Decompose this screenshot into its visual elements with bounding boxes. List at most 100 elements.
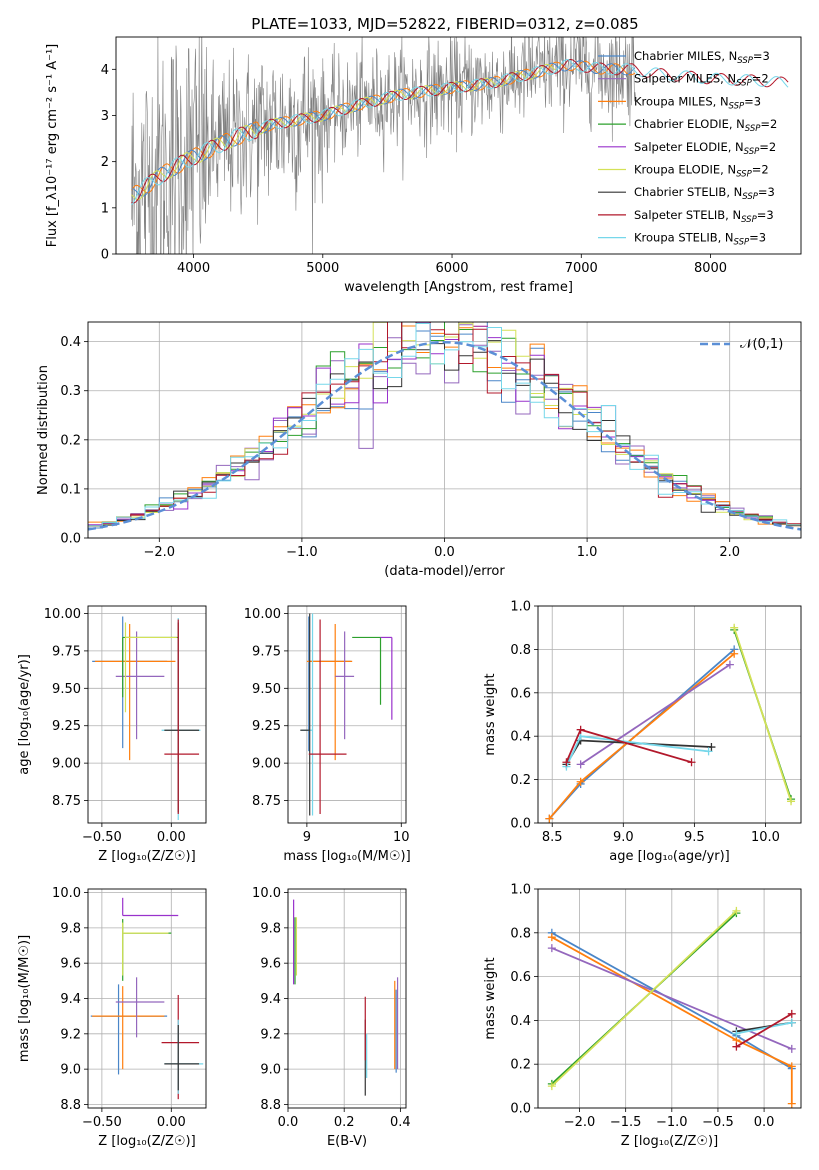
weight-point <box>704 747 713 756</box>
x-axis-label: Z [log₁₀(Z/Z☉)] <box>98 849 195 864</box>
legend-subscript: SSP <box>744 147 760 157</box>
y-tick-label: 8.8 <box>260 1098 281 1113</box>
legend-suffix: =3 <box>757 208 774 222</box>
model-spectrum-line <box>131 59 789 204</box>
x-tick-label: −1.5 <box>610 1115 642 1130</box>
panel-2: −0.50 0.00 8.75 9.00 9.25 9.50 9.75 10.00 Z [log… <box>17 605 207 864</box>
legend-subscript: SSP <box>734 238 750 248</box>
y-tick-label: 9.50 <box>52 682 81 697</box>
y-tick-label: 9.6 <box>260 957 281 972</box>
normal-curve <box>88 340 801 531</box>
x-tick-label: 8.5 <box>542 830 563 845</box>
x-tick-label: 0.0 <box>754 1115 775 1130</box>
y-tick-label: 0.3 <box>60 384 81 399</box>
x-tick-label: −2.0 <box>564 1115 596 1130</box>
axes-frame <box>287 605 407 824</box>
x-tick-label: 0.00 <box>157 830 186 845</box>
weight-point <box>730 623 739 632</box>
legend-subscript: SSP <box>736 170 752 180</box>
weight-point <box>576 777 585 786</box>
weight-point <box>547 933 556 942</box>
legend-subscript: SSP <box>741 215 757 225</box>
weight-point <box>730 649 739 658</box>
legend-label: Salpeter ELODIE, NSSP=2 <box>634 140 776 157</box>
y-tick-label: 9.75 <box>52 644 81 659</box>
legend-suffix: =3 <box>744 94 761 108</box>
x-tick-label: 4000 <box>177 261 210 276</box>
panel-1: −2.0 −1.0 0.0 1.0 2.0 0.0 0.1 0.2 0.3 0.4 (data-mo… <box>36 321 802 579</box>
legend-label: Salpeter STELIB, NSSP=3 <box>634 208 774 225</box>
x-tick-label: −0.50 <box>82 830 122 845</box>
legend-label: 𝒩(0,1) <box>740 337 783 352</box>
y-tick-label: 10.00 <box>44 607 81 622</box>
residual-histogram <box>88 322 801 529</box>
y-tick-label: 0.6 <box>510 686 531 701</box>
legend-subscript: SSP <box>745 124 761 134</box>
weight-point <box>576 760 585 769</box>
weight-point <box>576 725 585 734</box>
weight-point <box>732 1042 741 1051</box>
weight-point <box>787 1018 796 1027</box>
legend-suffix: =3 <box>758 185 775 199</box>
axes-frame <box>87 888 207 1109</box>
weight-point <box>547 1082 556 1091</box>
y-tick-label: 0.1 <box>60 482 81 497</box>
model-spectrum-line <box>131 59 789 206</box>
weight-line <box>548 648 735 820</box>
legend-subscript: SSP <box>729 101 745 111</box>
legend-label: Chabrier ELODIE, NSSP=2 <box>634 117 777 134</box>
x-tick-label: 0.0 <box>434 545 455 560</box>
weight-point <box>732 906 741 915</box>
y-tick-label: 9.2 <box>60 1027 81 1042</box>
legend-label: Kroupa STELIB, NSSP=3 <box>634 231 766 248</box>
weight-line <box>551 936 793 1104</box>
y-tick-label: 8.8 <box>60 1098 81 1113</box>
y-tick-label: 1 <box>101 201 109 216</box>
legend-subscript: SSP <box>737 56 753 66</box>
y-axis-label: Flux [f_λ10⁻¹⁷ erg cm⁻² s⁻¹ A⁻¹] <box>45 44 60 248</box>
x-axis-label: (data-model)/error <box>384 564 505 579</box>
residual-histogram <box>88 323 801 527</box>
y-tick-label: 0.4 <box>510 1014 531 1029</box>
x-axis-label: E(B-V) <box>327 1134 367 1149</box>
x-tick-label: −0.5 <box>702 1115 734 1130</box>
y-tick-label: 0.4 <box>60 335 81 350</box>
x-tick-label: 0.4 <box>390 1115 411 1130</box>
y-tick-label: 1.0 <box>510 600 531 615</box>
legend-suffix: =2 <box>760 117 777 131</box>
weight-line <box>580 663 731 766</box>
y-tick-label: 9.6 <box>60 957 81 972</box>
panels: 4000 5000 6000 7000 8000 0 1 2 3 4 wavelength [Ang… <box>17 36 802 1149</box>
plot-area <box>545 623 796 823</box>
legend-subscript: SSP <box>742 192 758 202</box>
weight-point <box>562 758 571 767</box>
weight-line <box>733 627 792 802</box>
weight-point <box>545 814 554 823</box>
plot-area <box>293 899 399 1096</box>
x-tick-label: −1.0 <box>286 545 318 560</box>
plot-area <box>90 897 204 1100</box>
panel-6: 0.0 0.2 0.4 8.8 9.0 9.2 9.4 9.6 9.8 10.0 E(B-V) <box>252 886 411 1149</box>
axes-frame <box>537 605 802 824</box>
axes-frame <box>537 888 802 1109</box>
panel-3: 9 10 8.75 9.00 9.25 9.50 9.75 10.00 mass [log₁₀(… <box>244 605 411 864</box>
weight-line <box>551 947 793 1050</box>
observed-spectrum-line <box>131 37 636 254</box>
y-tick-label: 0.4 <box>510 730 531 745</box>
y-axis-label: mass weight <box>483 957 498 1039</box>
spectrum-title: PLATE=1033, MJD=52822, FIBERID=0312, z=0… <box>251 15 638 33</box>
x-tick-label: 6000 <box>435 261 468 276</box>
y-axis-label: age [log₁₀(age/yr)] <box>17 654 32 775</box>
legend-label: Kroupa MILES, NSSP=3 <box>634 94 761 111</box>
weight-point <box>787 1062 796 1071</box>
x-axis-label: age [log₁₀(age/yr)] <box>609 849 730 864</box>
x-tick-label: 0.2 <box>334 1115 355 1130</box>
legend-suffix: =3 <box>749 231 766 245</box>
x-tick-label: 2.0 <box>719 545 740 560</box>
weight-line <box>736 1021 792 1035</box>
plot-area <box>88 322 801 531</box>
y-axis-label: mass weight <box>483 673 498 755</box>
legend-label: Kroupa ELODIE, NSSP=2 <box>634 163 769 180</box>
y-tick-label: 9.4 <box>260 992 281 1007</box>
y-tick-label: 9.8 <box>60 921 81 936</box>
